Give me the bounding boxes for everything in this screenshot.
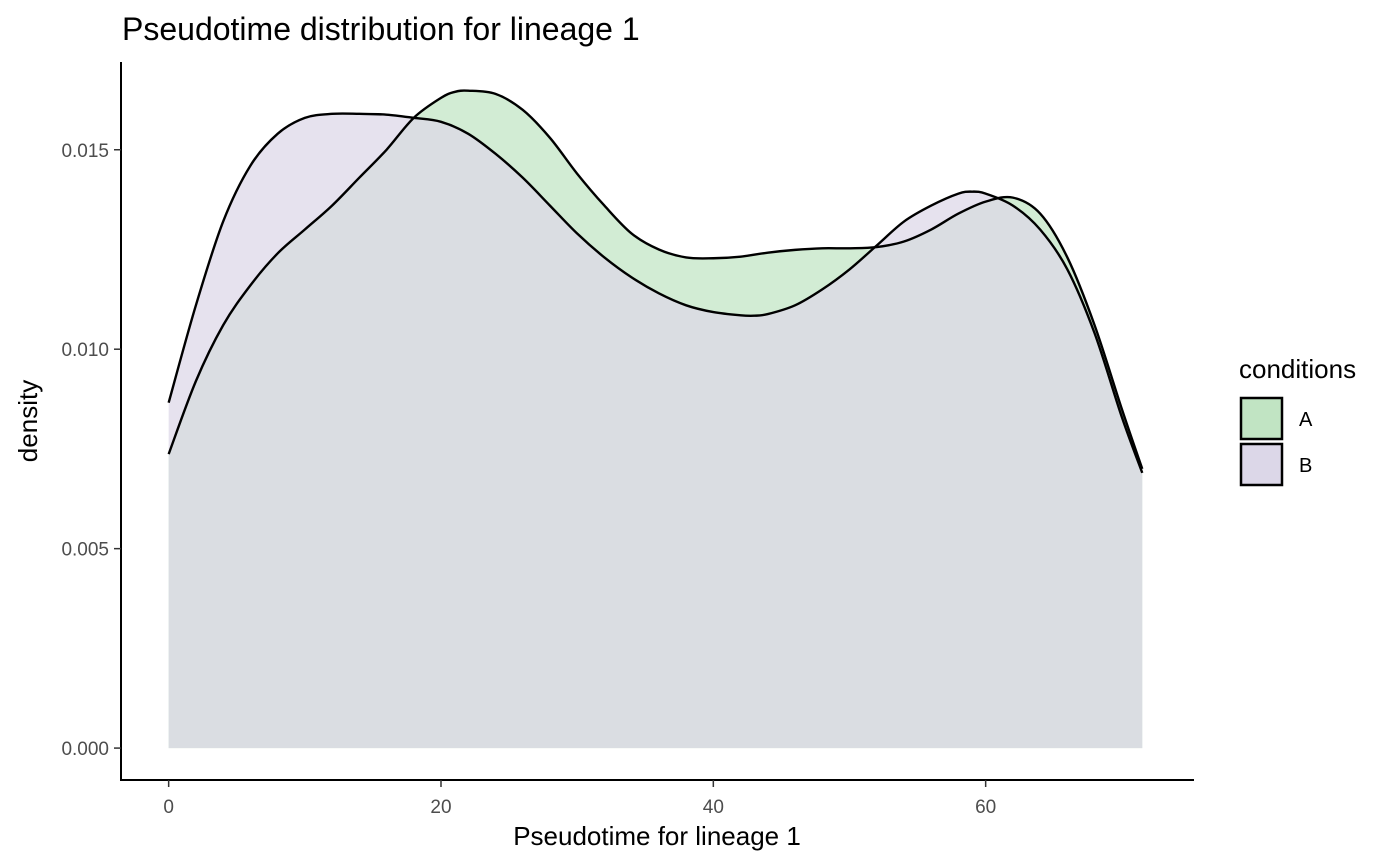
y-tick-label: 0.015: [61, 141, 109, 162]
legend-label-a: A: [1299, 409, 1313, 431]
x-tick-label: 0: [163, 797, 174, 818]
density-line-a: [167, 89, 1144, 470]
legend-key-b: [1239, 442, 1284, 487]
density-line-b: [167, 112, 1144, 474]
legend-title: conditions: [1239, 354, 1356, 384]
x-axis-ticks: 0 20 40 60: [163, 780, 996, 818]
x-tick-label: 60: [975, 797, 996, 818]
x-axis-title: Pseudotime for lineage 1: [513, 821, 801, 851]
y-tick-label: 0.000: [61, 739, 109, 760]
y-tick-label: 0.005: [61, 540, 109, 561]
legend-label-b: B: [1299, 455, 1312, 477]
series-layer: [167, 89, 1144, 749]
density-area-b: [168, 113, 1143, 749]
legend: conditions A B: [1239, 354, 1356, 487]
legend-key-a: [1239, 396, 1284, 441]
y-axis-title: density: [13, 380, 43, 462]
chart-title: Pseudotime distribution for lineage 1: [122, 11, 640, 47]
y-tick-label: 0.010: [61, 340, 109, 361]
y-axis-ticks: 0.000 0.005 0.010 0.015: [61, 141, 121, 760]
x-tick-label: 40: [703, 797, 724, 818]
x-tick-label: 20: [430, 797, 451, 818]
